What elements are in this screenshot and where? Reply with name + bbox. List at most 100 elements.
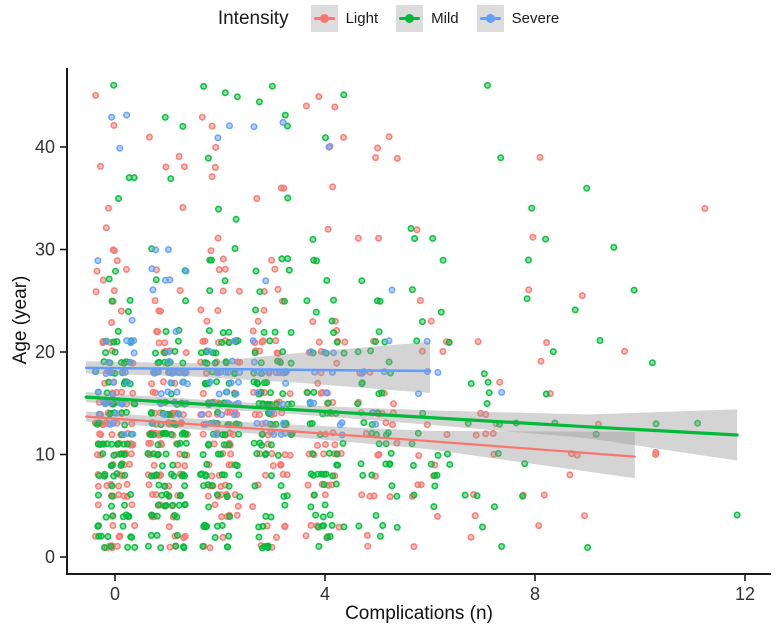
y-tick-label: 20 — [35, 342, 55, 362]
data-point — [182, 349, 190, 357]
data-point — [279, 419, 287, 427]
legend: Intensity Light Mild Severe — [0, 5, 777, 32]
data-point — [127, 358, 135, 366]
data-point — [415, 452, 423, 460]
legend-dot-icon — [319, 14, 329, 23]
data-point — [161, 429, 169, 437]
data-point — [218, 338, 226, 346]
data-point — [252, 267, 260, 275]
data-point — [118, 460, 126, 468]
data-point — [199, 542, 207, 550]
data-point — [108, 492, 116, 500]
data-point — [199, 389, 207, 397]
data-point — [154, 451, 162, 459]
data-point — [270, 430, 278, 438]
data-point — [122, 265, 130, 273]
data-point — [199, 430, 207, 438]
data-point — [181, 451, 189, 459]
data-point — [325, 449, 333, 457]
data-point — [249, 503, 257, 511]
data-point — [221, 430, 229, 438]
data-point — [279, 470, 287, 478]
data-point — [147, 531, 155, 539]
data-point — [566, 471, 574, 479]
data-point — [536, 153, 544, 161]
data-point — [286, 390, 294, 398]
data-point — [277, 482, 285, 490]
data-point — [207, 247, 215, 255]
data-point — [382, 419, 390, 427]
data-point — [309, 450, 317, 458]
data-point — [123, 111, 131, 119]
data-point — [198, 410, 206, 418]
data-point — [338, 419, 346, 427]
data-point — [279, 390, 287, 398]
data-point — [409, 461, 417, 469]
data-point — [105, 204, 113, 212]
data-point — [211, 359, 219, 367]
data-point — [129, 389, 137, 397]
data-point — [278, 255, 286, 263]
data-point — [528, 204, 536, 212]
data-point — [162, 501, 170, 509]
data-point — [219, 329, 227, 337]
y-tick-label: 30 — [35, 240, 55, 260]
data-point — [203, 460, 211, 468]
data-point — [358, 379, 366, 387]
data-point — [222, 358, 230, 366]
data-point — [200, 523, 208, 531]
data-point — [360, 419, 368, 427]
data-point — [110, 121, 118, 129]
data-point — [315, 93, 323, 101]
data-point — [303, 297, 311, 305]
data-point — [309, 235, 317, 243]
data-point — [149, 286, 157, 294]
data-point — [371, 154, 379, 162]
data-point — [253, 419, 261, 427]
data-point — [379, 521, 387, 529]
data-point — [467, 379, 475, 387]
data-point — [170, 472, 178, 480]
data-point — [113, 542, 121, 550]
data-point — [307, 348, 315, 356]
data-point — [208, 173, 216, 181]
data-point — [416, 296, 424, 304]
data-point — [340, 349, 348, 357]
data-point — [174, 440, 182, 448]
data-point — [482, 410, 490, 418]
data-point — [113, 257, 121, 265]
data-point — [157, 544, 165, 552]
data-point — [213, 491, 221, 499]
data-point — [145, 481, 153, 489]
data-point — [164, 246, 172, 254]
data-point — [277, 461, 285, 469]
data-point — [535, 522, 543, 530]
data-point — [542, 235, 550, 243]
legend-label-light: Light — [345, 10, 379, 27]
data-point — [430, 472, 438, 480]
data-point — [164, 348, 172, 356]
data-point — [258, 544, 266, 552]
data-point — [540, 491, 548, 499]
data-point — [274, 285, 282, 293]
data-point — [165, 523, 173, 531]
data-point — [281, 111, 289, 119]
data-point — [113, 470, 121, 478]
data-point — [101, 543, 109, 551]
data-point — [147, 472, 155, 480]
data-point — [549, 348, 557, 356]
data-point — [163, 490, 171, 498]
data-point — [101, 472, 109, 480]
data-point — [130, 337, 138, 345]
data-point — [157, 390, 165, 398]
data-point — [230, 411, 238, 419]
data-point — [173, 531, 181, 539]
data-point — [182, 267, 190, 275]
data-point — [201, 359, 209, 367]
data-point — [152, 246, 160, 254]
data-point — [309, 318, 317, 326]
data-point — [529, 233, 537, 241]
data-point — [127, 450, 135, 458]
data-point — [211, 501, 219, 509]
data-point — [256, 288, 264, 296]
